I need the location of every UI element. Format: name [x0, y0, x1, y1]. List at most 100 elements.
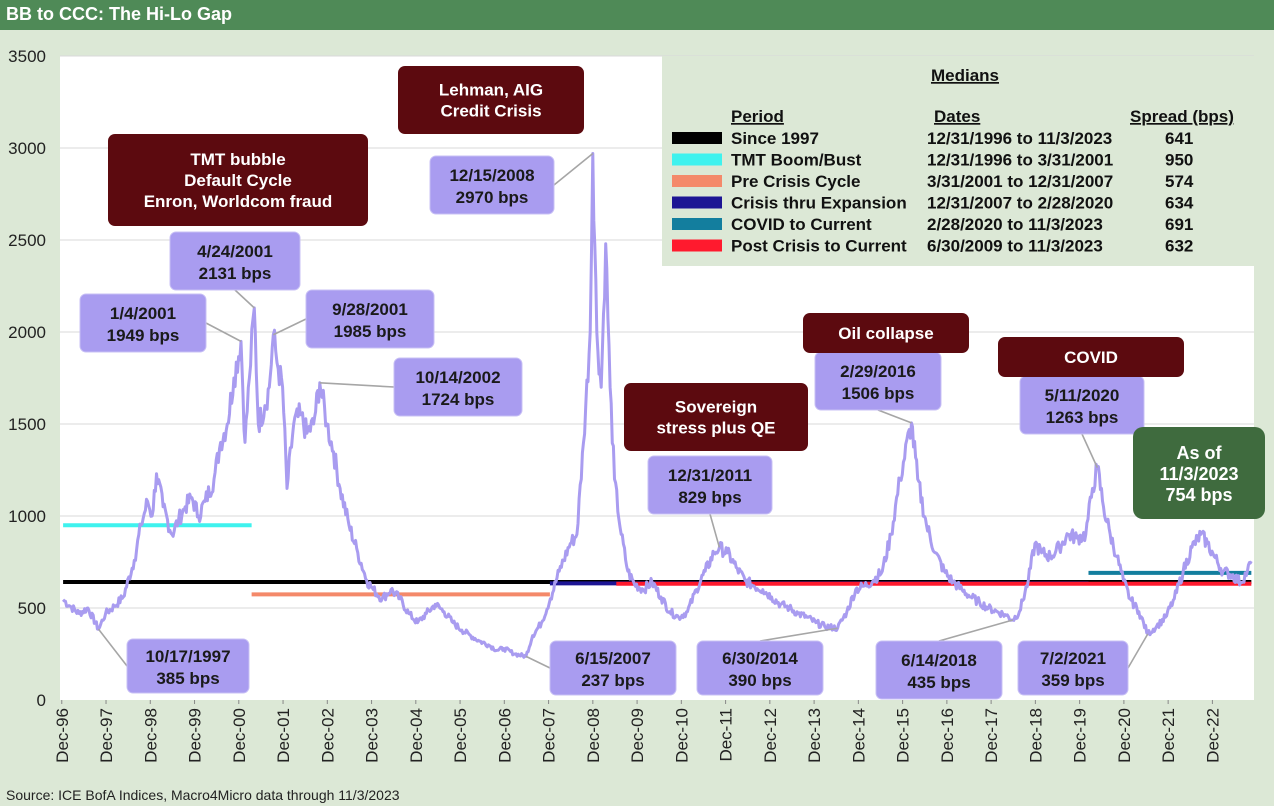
- event-box: [998, 337, 1184, 377]
- callout-date: 6/15/2007: [575, 649, 651, 668]
- callout-date: 7/2/2021: [1040, 649, 1106, 668]
- x-tick-label: Dec-08: [584, 708, 603, 763]
- chart-group: 0 500 1000 1500 2000 2500 3000 3500 Dec-96 Dec-97…: [8, 47, 1274, 763]
- medians-col-spread: Spread (bps): [1130, 107, 1234, 126]
- asof-label: 11/3/2023: [1159, 464, 1238, 484]
- callout-box: [549, 640, 677, 696]
- event-box: [803, 313, 969, 353]
- y-tick-label: 0: [37, 691, 46, 710]
- callout-box: [169, 231, 301, 291]
- x-tick-label: Dec-20: [1115, 708, 1134, 763]
- callout-value: 2970 bps: [456, 188, 529, 207]
- x-tick-label: Dec-09: [628, 708, 647, 763]
- medians-heading: Medians: [931, 66, 999, 85]
- median-period: Since 1997: [731, 129, 819, 148]
- median-period: Pre Crisis Cycle: [731, 172, 860, 191]
- event-label: stress plus QE: [656, 419, 775, 438]
- callout-leader: [709, 513, 721, 548]
- x-tick-label: Dec-21: [1159, 708, 1178, 763]
- callout-date: 12/31/2011: [668, 466, 752, 485]
- callout-value: 385 bps: [156, 669, 219, 688]
- median-spread: 632: [1165, 237, 1193, 256]
- event-label: Default Cycle: [184, 171, 292, 190]
- callout-leader: [1127, 633, 1149, 669]
- callout-box: [696, 640, 824, 696]
- medians-panel: [662, 56, 1274, 266]
- x-tick-label: Dec-01: [274, 708, 293, 763]
- y-tick-label: 3500: [8, 47, 46, 66]
- callout-leader: [272, 318, 307, 336]
- event-box: [624, 383, 808, 451]
- x-tick-label: Dec-11: [717, 708, 736, 762]
- event-label: Sovereign: [675, 398, 757, 417]
- callout-value: 359 bps: [1041, 671, 1104, 690]
- y-tick-label: 1500: [8, 415, 46, 434]
- callout-value: 829 bps: [678, 488, 741, 507]
- spread-series-line: [62, 152, 1253, 659]
- x-tick-label: Dec-97: [97, 708, 116, 763]
- callout-leader: [553, 152, 594, 186]
- callout-date: 12/15/2008: [449, 166, 534, 185]
- y-tick-label: 2000: [8, 323, 46, 342]
- x-tick-label: Dec-05: [451, 708, 470, 763]
- callout-leader: [205, 322, 242, 343]
- median-period: Crisis thru Expansion: [731, 194, 907, 213]
- event-label: Credit Crisis: [440, 102, 541, 121]
- y-tick-label: 500: [18, 599, 46, 618]
- callout-leader: [525, 655, 551, 669]
- callout-value: 1949 bps: [107, 326, 180, 345]
- source-footer: Source: ICE BofA Indices, Macro4Micro da…: [6, 787, 400, 803]
- callout-leader: [234, 289, 255, 309]
- x-tick-label: Dec-96: [53, 708, 72, 763]
- median-spread: 641: [1165, 129, 1193, 148]
- callout-value: 435 bps: [907, 673, 970, 692]
- x-tick-label: Dec-12: [761, 708, 780, 763]
- event-box: [108, 134, 368, 226]
- callout-leader: [319, 381, 395, 388]
- chart-title: BB to CCC: The Hi-Lo Gap: [6, 4, 232, 24]
- callout-value: 1263 bps: [1046, 408, 1119, 427]
- callout-leader: [877, 409, 912, 424]
- callout-box: [647, 455, 773, 515]
- x-tick-label: Dec-19: [1071, 708, 1090, 763]
- x-tick-label: Dec-17: [982, 708, 1001, 763]
- event-label: Lehman, AIG: [439, 81, 543, 100]
- median-period: TMT Boom/Bust: [731, 151, 862, 170]
- callout-value: 1724 bps: [422, 390, 495, 409]
- event-label: Oil collapse: [838, 324, 933, 343]
- median-spread: 691: [1165, 215, 1193, 234]
- callout-value: 2131 bps: [199, 264, 272, 283]
- event-box: [398, 66, 584, 134]
- callout-box: [1017, 640, 1129, 696]
- x-tick-label: Dec-16: [938, 708, 957, 763]
- y-tick-label: 3000: [8, 139, 46, 158]
- x-tick-label: Dec-22: [1203, 708, 1222, 763]
- callout-date: 9/28/2001: [332, 300, 408, 319]
- callout-leader: [938, 619, 1014, 642]
- callout-box: [393, 357, 523, 417]
- median-spread: 574: [1165, 172, 1194, 191]
- callout-date: 2/29/2016: [840, 362, 916, 381]
- x-tick-label: Dec-02: [318, 708, 337, 763]
- x-tick-label: Dec-15: [894, 708, 913, 763]
- median-dates: 3/31/2001 to 12/31/2007: [927, 172, 1113, 191]
- callout-leader: [1081, 433, 1099, 468]
- callout-value: 237 bps: [581, 671, 644, 690]
- callout-date: 1/4/2001: [110, 304, 176, 323]
- medians-col-dates: Dates: [934, 107, 980, 126]
- event-label: TMT bubble: [190, 150, 285, 169]
- callout-box: [79, 293, 207, 353]
- callout-box: [305, 289, 435, 349]
- median-period: Post Crisis to Current: [731, 237, 907, 256]
- x-tick-label: Dec-98: [141, 708, 160, 763]
- x-tick-label: Dec-18: [1026, 708, 1045, 763]
- callout-value: 1506 bps: [842, 384, 915, 403]
- callout-value: 390 bps: [728, 671, 791, 690]
- callout-leader: [97, 628, 128, 667]
- x-tick-label: Dec-14: [849, 708, 868, 763]
- median-dates: 6/30/2009 to 11/3/2023: [927, 237, 1103, 256]
- median-spread: 634: [1165, 194, 1194, 213]
- callout-date: 6/14/2018: [901, 651, 977, 670]
- event-label: COVID: [1064, 348, 1118, 367]
- x-tick-label: Dec-06: [495, 708, 514, 763]
